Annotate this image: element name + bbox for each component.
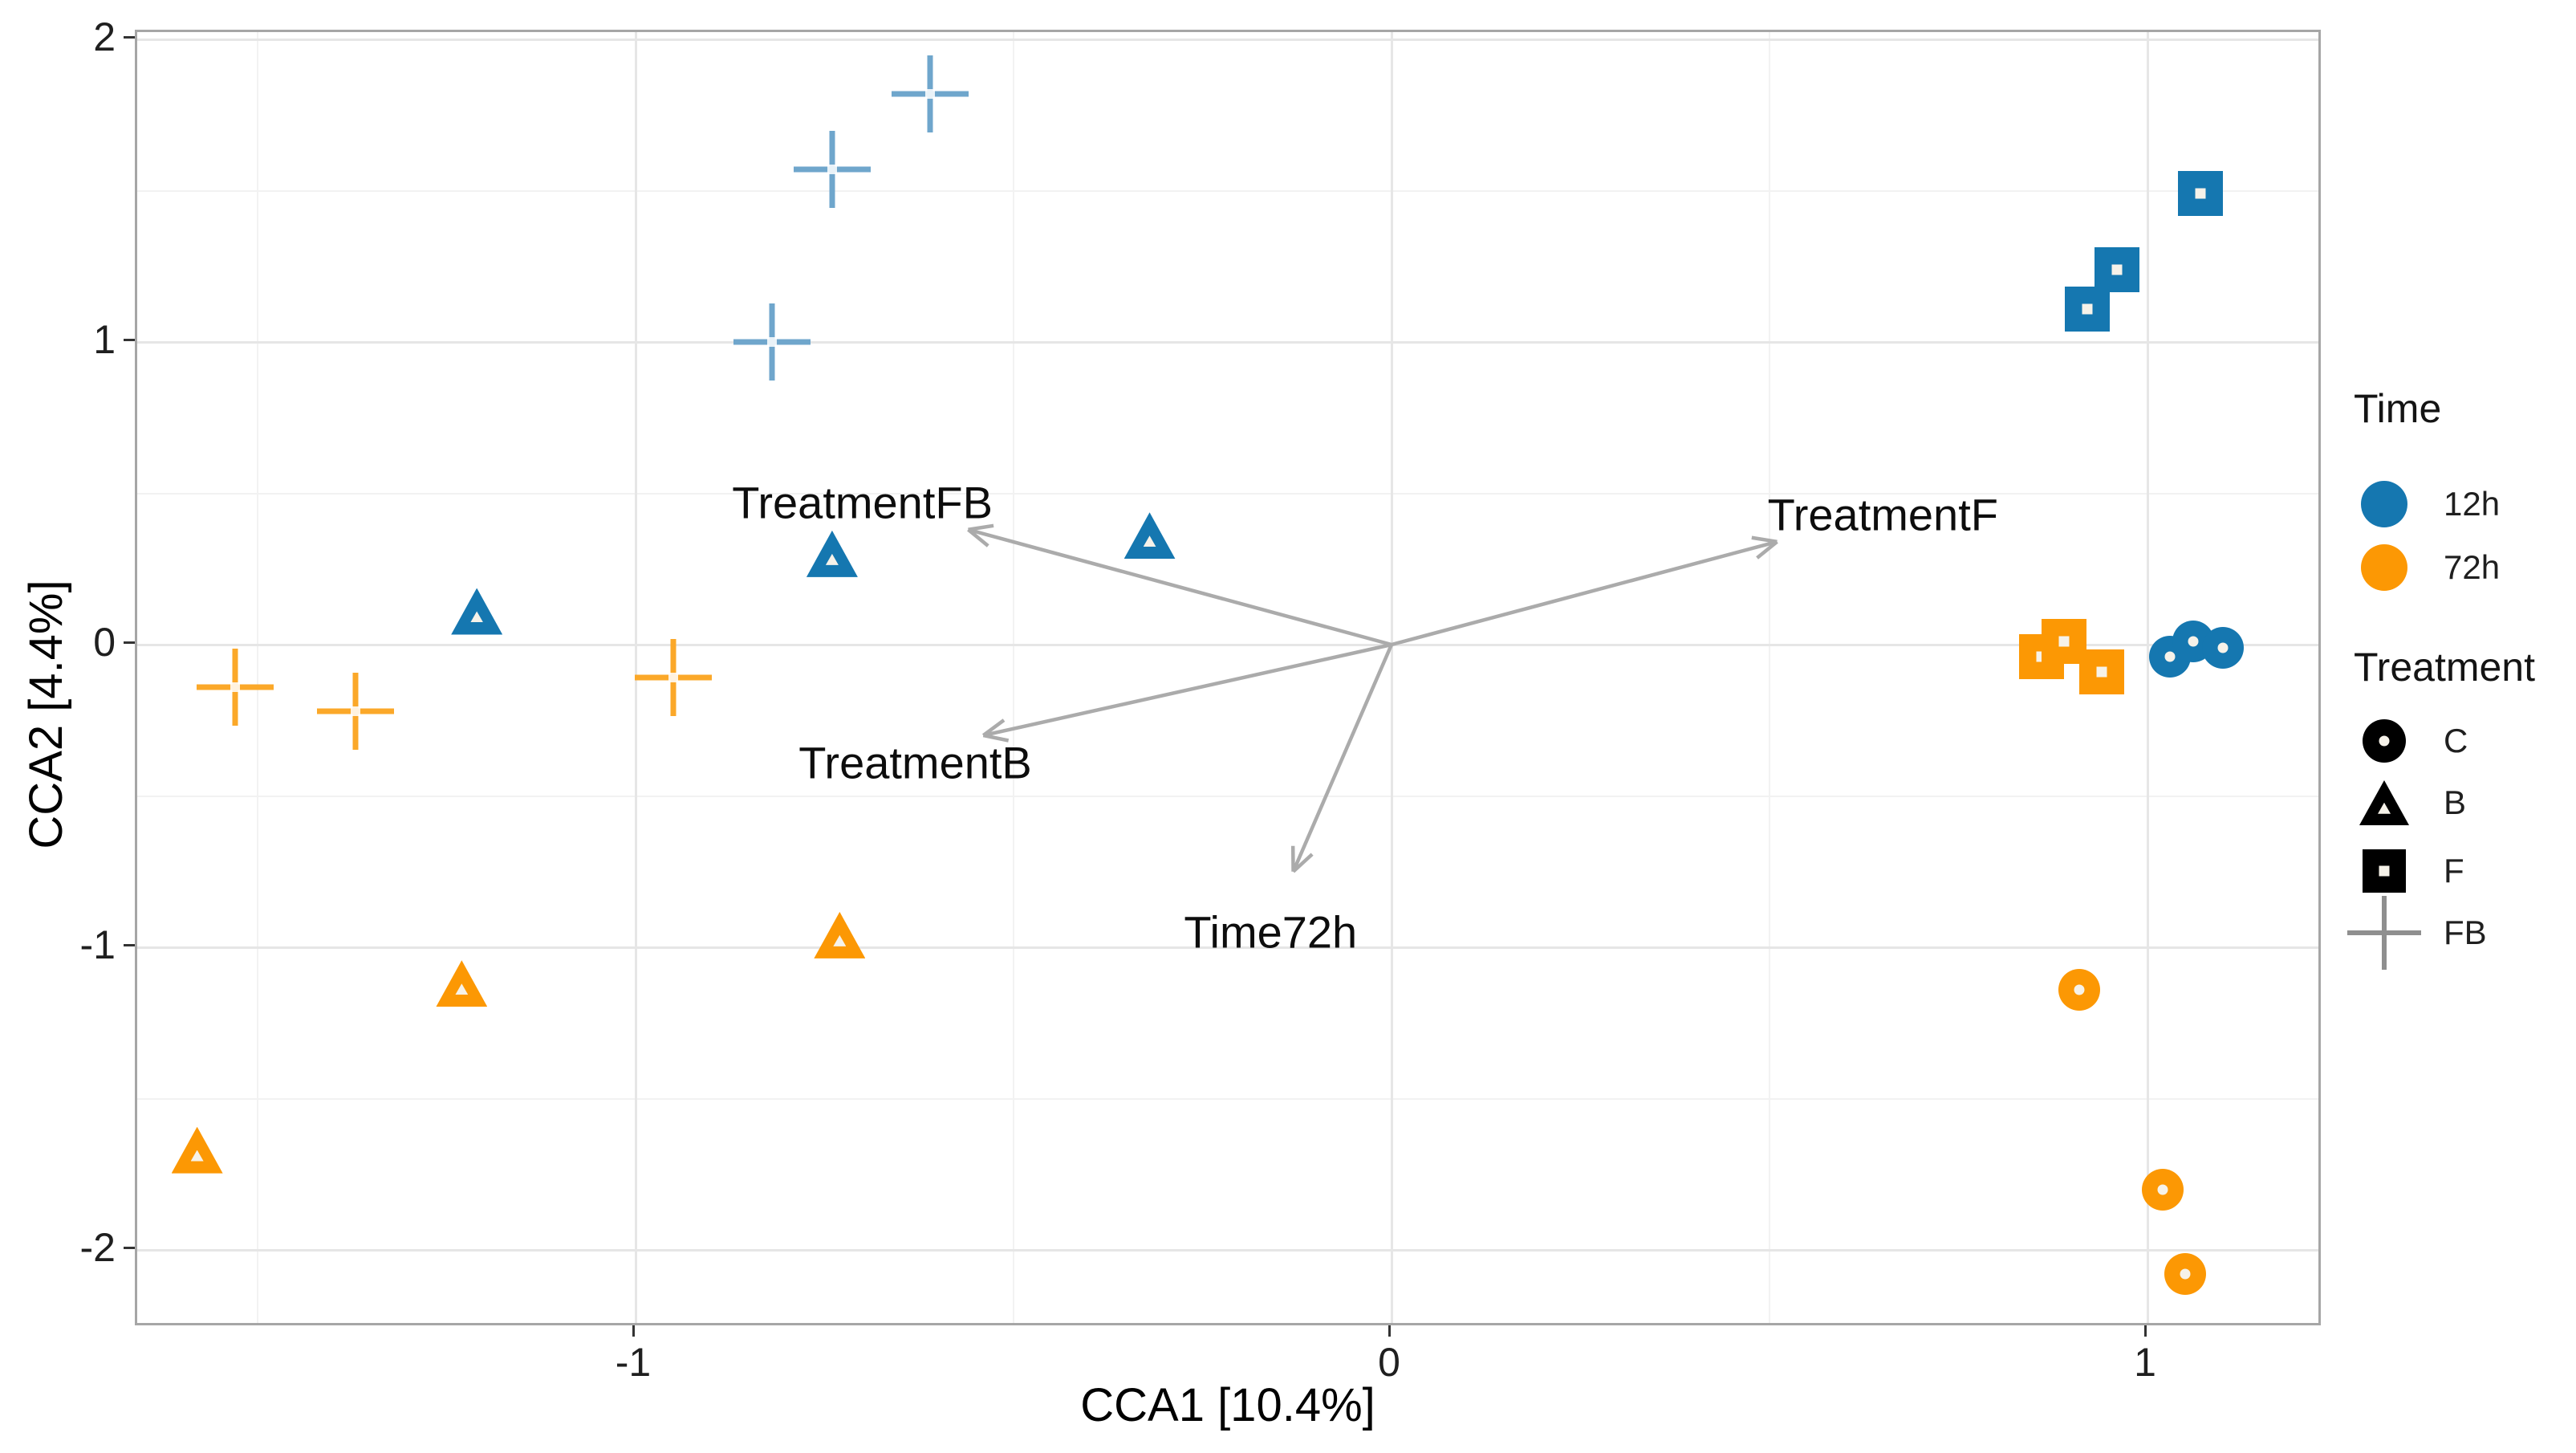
x-tick-mark [632,1325,635,1337]
biplot-arrow [982,642,1392,738]
data-point-plus [733,303,811,381]
x-tick-mark [1388,1325,1391,1337]
y-tick-mark [124,338,135,341]
legend-item-B: B [2339,777,2466,828]
gridline [1013,32,1014,1323]
data-point-plus [317,672,395,750]
plot-panel: TreatmentFB TreatmentB TreatmentF Time72h [135,30,2321,1325]
gridline [137,38,2318,41]
treatment-f-square-icon [2363,849,2406,893]
y-tick-mark [124,1246,135,1249]
data-point-square [2079,649,2125,694]
y-tick-label: 0 [93,620,116,665]
vector-label: TreatmentF [1767,489,1998,540]
time-72h-circle-icon [2361,544,2407,591]
biplot-arrow [1292,853,1314,873]
gridline [137,189,2318,192]
biplot-arrow [1751,535,1778,544]
gridline [1769,32,1770,1323]
data-point-square [2064,286,2110,332]
gridline [137,1248,2318,1252]
data-point-circle [2058,968,2101,1011]
legend-item-label: 72h [2444,548,2501,586]
x-tick-label: 1 [2134,1340,2156,1385]
data-point-circle [2164,1253,2207,1296]
biplot-arrow [1391,539,1778,647]
y-axis-title: CCA2 [4.4%] [20,580,72,849]
treatment-fb-plus-icon [2347,896,2421,970]
legend-item-label: 12h [2444,485,2501,523]
gridline [137,340,2318,344]
biplot-arrow [968,523,994,531]
legend-treatment-title: Treatment [2354,645,2536,690]
legend-item-label: FB [2444,914,2487,951]
treatment-b-triangle-icon [2359,780,2409,825]
legend-item-F: F [2339,845,2464,897]
y-tick-mark [124,943,135,946]
y-tick-label: -1 [79,922,116,967]
gridline [137,946,2318,949]
y-tick-mark [124,35,135,39]
biplot-arrows [967,523,1778,873]
y-tick-label: 1 [93,317,116,362]
gridline [137,643,2318,646]
legend-item-72h: 72h [2339,542,2500,593]
data-point-plus [793,131,871,209]
data-point-circle [2141,1168,2184,1211]
data-point-square [2042,619,2087,665]
vector-label: Time72h [1184,906,1358,958]
biplot-arrow [1756,540,1778,560]
y-tick-mark [124,641,135,644]
legend-item-12h: 12h [2339,478,2500,530]
gridline [137,795,2318,797]
biplot-arrow [982,733,1010,743]
biplot-arrow [967,527,989,547]
gridline [1390,32,1393,1323]
biplot-arrow [1291,644,1394,873]
legend-item-label: C [2444,722,2468,759]
legend-item-FB: FB [2339,896,2487,970]
biplot-arrow [981,718,1006,737]
time-12h-circle-icon [2361,481,2407,527]
gridline [257,32,258,1323]
vector-label: TreatmentB [798,737,1032,788]
gridline [137,492,2318,495]
data-point-square [2177,171,2223,217]
biplot-arrow [967,527,1392,647]
y-tick-label: 2 [93,14,116,59]
data-point-plus [196,648,274,726]
legend-item-label: F [2444,852,2464,889]
legend-item-label: B [2444,783,2467,821]
data-point-plus [635,639,713,717]
x-axis-title: CCA1 [10.4%] [1080,1379,1375,1431]
y-tick-label: -2 [79,1225,116,1270]
legend-time-title: Time [2354,386,2442,431]
data-point-plus [892,55,969,132]
data-point-square [2095,246,2140,292]
gridline [2146,32,2149,1323]
x-tick-label: 0 [1378,1340,1400,1385]
vector-label: TreatmentFB [732,477,993,528]
x-tick-mark [2143,1325,2147,1337]
treatment-c-circle-icon [2363,719,2406,763]
data-point-circle [2202,626,2245,669]
legend-item-C: C [2339,715,2468,767]
gridline [137,1097,2318,1100]
x-tick-label: -1 [615,1340,652,1385]
